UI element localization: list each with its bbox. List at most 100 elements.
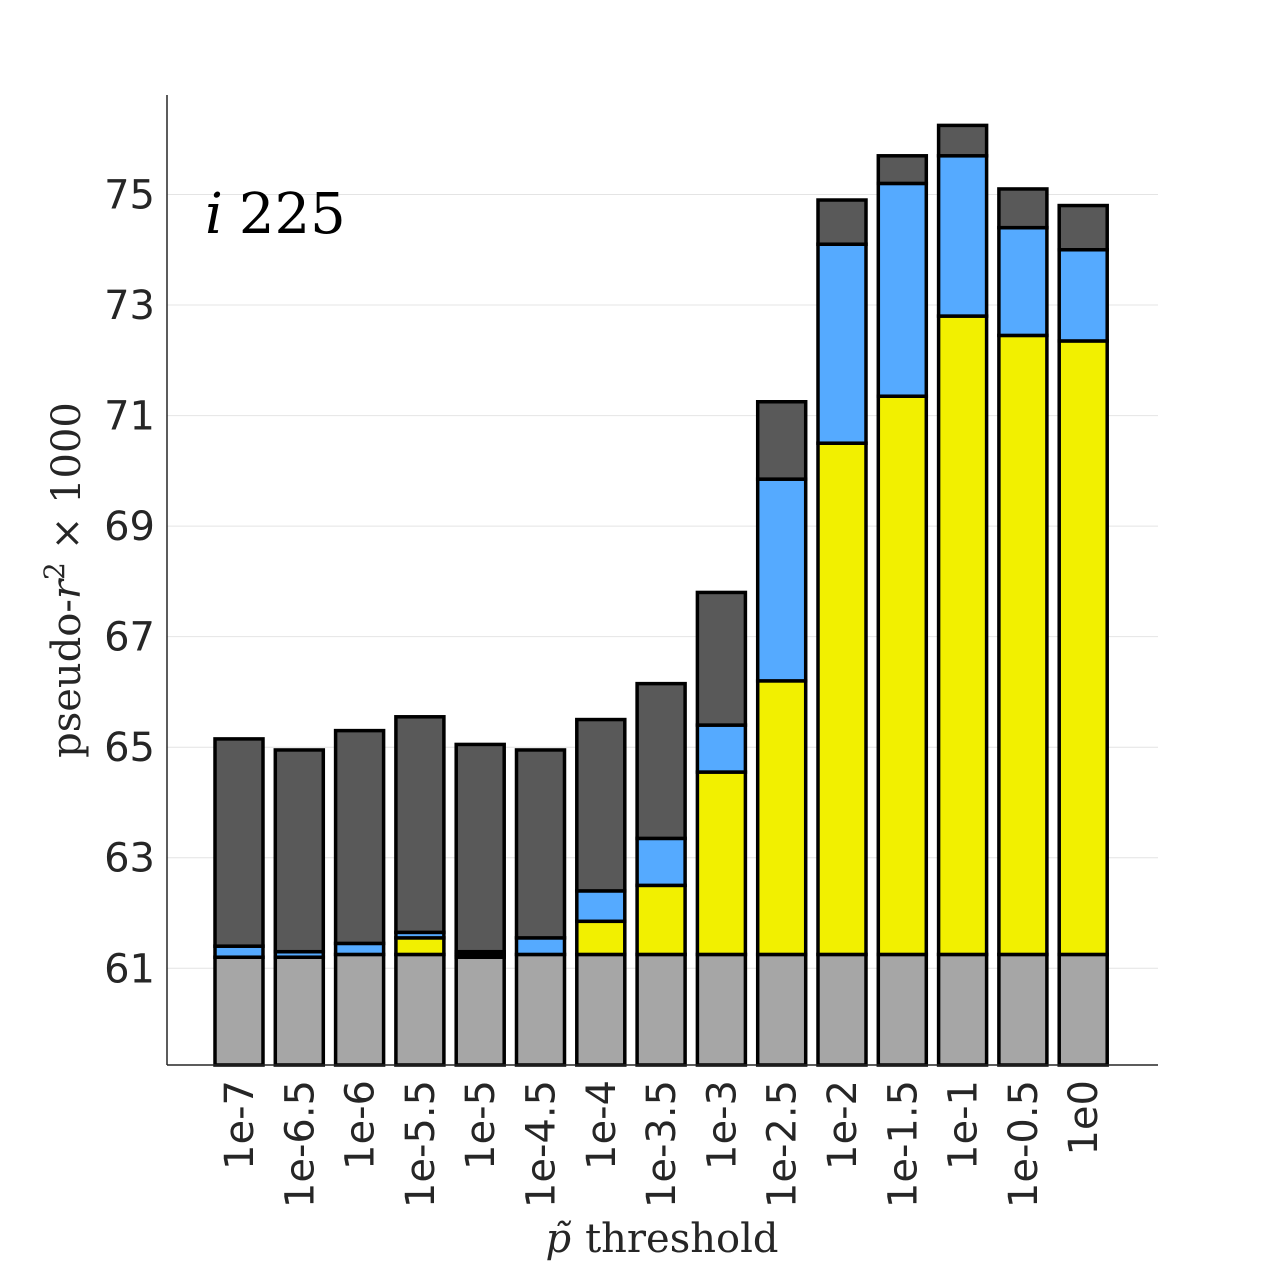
bar-segment (936, 154, 989, 318)
bar-segment (876, 952, 929, 1067)
x-tick-label: 1e-1 (941, 1080, 987, 1170)
bar-segment (816, 198, 868, 246)
bar-segment (1057, 952, 1109, 1067)
bar-stack (876, 154, 929, 1067)
bar-stack (936, 123, 989, 1067)
y-tick-label: 73 (104, 283, 155, 329)
x-axis-label: p̃ threshold (545, 1216, 778, 1262)
bar-segment (213, 955, 265, 1067)
bar-stack (695, 590, 748, 1067)
bar-segment (1057, 339, 1109, 957)
x-tick-label: 1e-2 (820, 1080, 866, 1170)
bar-segment (635, 681, 687, 841)
bar-stack (635, 681, 687, 1067)
y-tick-label: 63 (104, 836, 155, 882)
y-tick-label: 67 (104, 615, 155, 661)
bar-segment (755, 477, 808, 683)
bar-segment (997, 225, 1049, 338)
axes (166, 95, 1158, 1066)
bar-segment (514, 952, 567, 1067)
bar-stack (575, 717, 627, 1067)
bar-segment (755, 952, 808, 1067)
x-tick-label: 1e-3.5 (639, 1080, 685, 1208)
bar-segment (273, 955, 326, 1067)
bar-segment (816, 952, 868, 1067)
bar-segment (635, 836, 687, 888)
x-tick-label: 1e-0.5 (1001, 1080, 1047, 1208)
bar-stack (514, 748, 567, 1067)
bar-segment (213, 737, 265, 948)
bar-segment (936, 952, 989, 1067)
x-tick-label: 1e-3 (699, 1080, 745, 1170)
bar-segment (695, 770, 748, 957)
bar-segment (575, 952, 627, 1067)
y-tick-label: 75 (104, 172, 155, 218)
bar-segment (997, 187, 1049, 230)
bar-stack (1057, 203, 1109, 1067)
bar-segment (695, 723, 748, 774)
x-tick-label: 1e-6.5 (277, 1080, 323, 1208)
x-tick-labels: 1e-7 1e-6.5 1e-6 1e-5.5 1e-5 1e-4.5 1e-4 1e-3.5… (217, 1080, 1107, 1208)
x-tick-label: 1e-5 (458, 1080, 504, 1170)
bar-segment (1057, 203, 1109, 252)
bar-segment (816, 242, 868, 445)
y-tick-label: 61 (104, 946, 155, 992)
annotation-symbol: i (205, 182, 223, 247)
bar-segment (695, 590, 748, 727)
bar-segment (997, 333, 1049, 957)
bar-segment (876, 394, 929, 957)
bar-segment (876, 154, 929, 186)
bar-stack (755, 400, 808, 1067)
y-axis-label: pseudo-r2 × 1000 (38, 402, 91, 758)
y-axis-text: pseudo- (44, 599, 90, 758)
bar-segment (936, 123, 989, 158)
bar-stack (997, 187, 1049, 1067)
bar-segment (514, 936, 567, 957)
y-tick-label: 71 (104, 394, 155, 440)
x-tick-label: 1e-7 (217, 1080, 263, 1170)
panel-annotation: i 225 (205, 182, 346, 247)
bar-segment (394, 936, 446, 957)
bar-segment (394, 952, 446, 1067)
y-tick-label: 65 (104, 725, 155, 771)
x-tick-label: 1e0 (1061, 1080, 1107, 1156)
bar-segment (876, 181, 929, 398)
y-axis-suffix: × 1000 (44, 402, 90, 550)
x-axis-symbol: p̃ (545, 1216, 571, 1262)
bar-segment (514, 748, 567, 940)
bar-segment (755, 400, 808, 481)
bar-segment (816, 441, 868, 957)
x-tick-label: 1e-2.5 (760, 1080, 806, 1208)
bar-segment (333, 728, 386, 946)
x-axis-text: threshold (585, 1216, 778, 1262)
x-tick-label: 1e-1.5 (880, 1080, 926, 1208)
bar-segment (273, 748, 326, 954)
bar-segment (695, 952, 748, 1067)
annotation-value: 225 (239, 182, 346, 247)
y-tick-labels: 61 63 65 67 69 71 73 75 (104, 172, 155, 992)
bar-segment (575, 717, 627, 893)
bar-segment (1057, 248, 1109, 343)
bar-stack (273, 748, 326, 1067)
bar-stack (394, 715, 446, 1067)
bar-segment (997, 952, 1049, 1067)
bar-segment (333, 952, 386, 1067)
bar-segment (575, 919, 627, 957)
bar-stack (333, 728, 386, 1067)
bar-stack (816, 198, 868, 1067)
bar-segment (454, 742, 506, 954)
y-axis-symbol: r (44, 577, 90, 599)
bar-stack (213, 737, 265, 1067)
bar-segment (936, 314, 989, 957)
bar-segment (635, 883, 687, 957)
bar-segment (454, 955, 506, 1067)
bar-segment (755, 679, 808, 957)
y-axis-superscript: 2 (38, 562, 71, 580)
x-tick-label: 1e-6 (338, 1080, 384, 1170)
x-tick-label: 1e-4 (579, 1080, 625, 1170)
bars (213, 123, 1109, 1067)
y-tick-label: 69 (104, 504, 155, 550)
bar-segment (635, 952, 687, 1067)
x-tick-label: 1e-5.5 (398, 1080, 444, 1208)
